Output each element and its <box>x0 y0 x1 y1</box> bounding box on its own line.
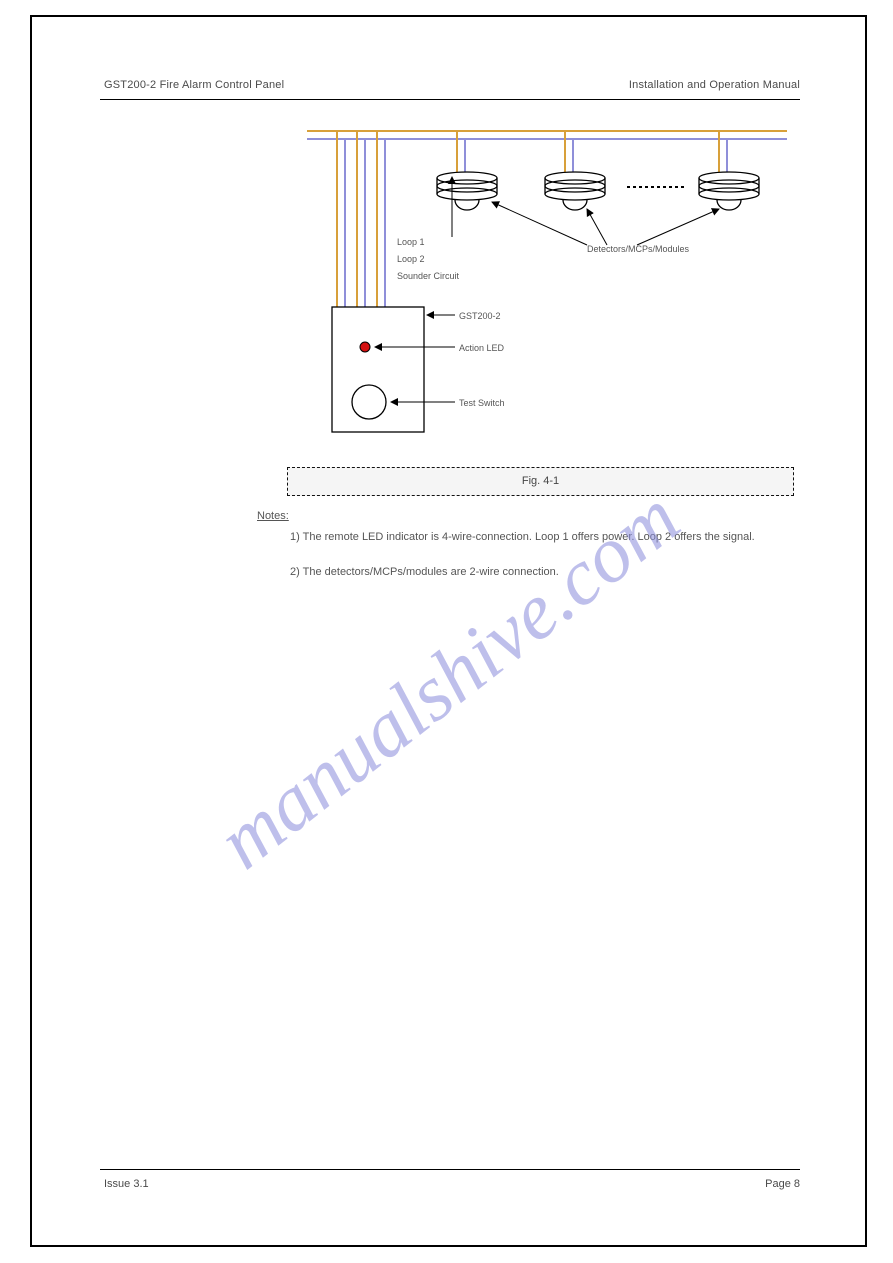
footer-rule <box>100 1169 800 1170</box>
note-2: 2) The detectors/MCPs/modules are 2-wire… <box>290 564 790 582</box>
header-rule <box>100 99 800 100</box>
label-led: Action LED <box>459 343 505 353</box>
label-detectors: Detectors/MCPs/Modules <box>587 244 690 254</box>
figure-caption: Fig. 4-1 <box>287 467 794 496</box>
footer-left: Issue 3.1 <box>104 1178 149 1190</box>
detector-icon <box>437 172 759 210</box>
label-sounder: Sounder Circuit <box>397 271 460 281</box>
panel-icon <box>332 307 424 432</box>
label-panel: GST200-2 <box>459 311 501 321</box>
label-switch: Test Switch <box>459 398 505 408</box>
header-left: GST200-2 Fire Alarm Control Panel <box>104 79 284 91</box>
label-loop1: Loop 1 <box>397 237 425 247</box>
page-frame: GST200-2 Fire Alarm Control Panel Instal… <box>30 15 867 1247</box>
notes-heading: Notes: <box>257 510 289 522</box>
wiring-diagram: Loop 1 Loop 2 Sounder Circuit Detectors/… <box>287 117 792 447</box>
header-right: Installation and Operation Manual <box>629 79 800 91</box>
label-loop2: Loop 2 <box>397 254 425 264</box>
note-1: 1) The remote LED indicator is 4-wire-co… <box>290 529 790 547</box>
footer-right: Page 8 <box>765 1178 800 1190</box>
